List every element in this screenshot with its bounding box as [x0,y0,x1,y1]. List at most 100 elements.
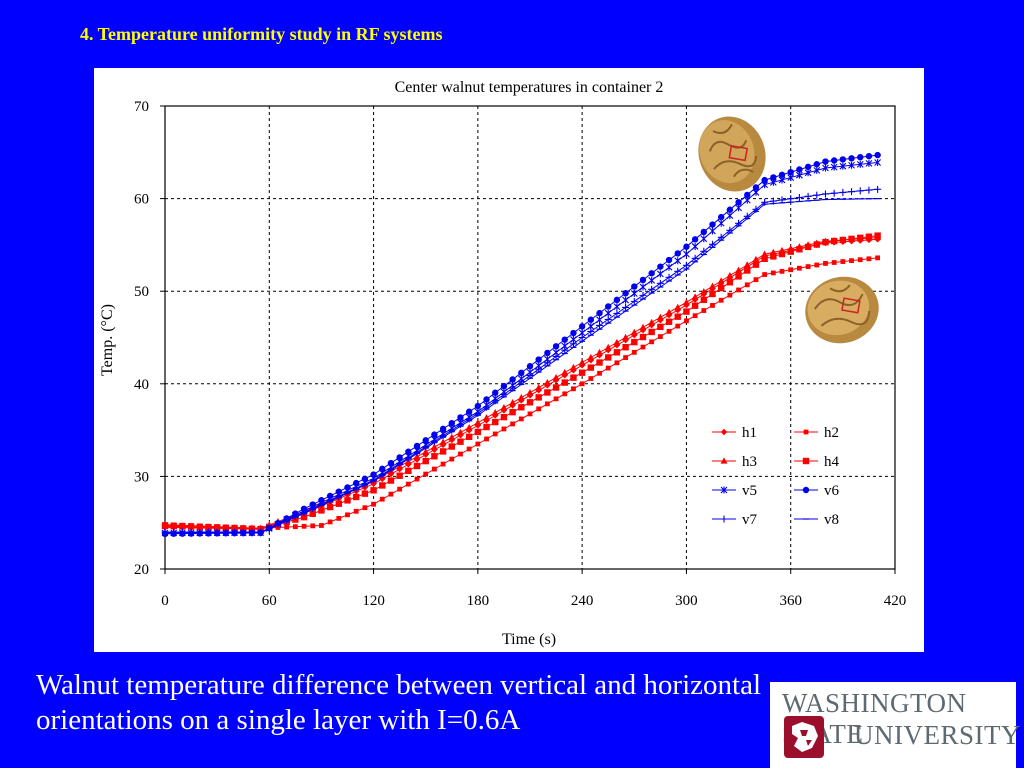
walnut-top-image [698,116,766,192]
data-point [700,296,708,304]
data-point [535,394,542,401]
data-point [466,446,472,452]
data-point [691,254,699,262]
data-point [684,318,689,324]
data-point [605,347,612,354]
data-point [761,255,768,262]
data-point [491,409,499,416]
data-point [552,373,560,381]
data-point [587,316,595,323]
data-point [379,482,386,489]
data-point [457,438,464,445]
data-point [761,250,769,257]
data-point [787,168,794,176]
data-point [300,505,308,513]
data-point [352,493,360,501]
data-point [875,255,881,261]
y-tick-label: 60 [134,192,149,208]
y-tick-label: 40 [134,377,149,393]
data-point [830,163,838,171]
data-point [596,321,604,329]
data-point [518,369,525,377]
data-point [483,423,490,431]
cougar-head-icon [784,716,824,758]
y-tick-label: 30 [134,469,149,485]
data-point [839,156,847,163]
data-point [683,250,690,258]
data-point [631,338,638,346]
data-point [396,454,403,461]
data-point [648,328,655,336]
data-point [388,491,394,497]
data-point [475,441,481,447]
data-point [552,352,560,360]
data-point [613,349,621,356]
data-point [309,501,316,508]
data-point [439,448,447,455]
data-point [578,323,586,330]
data-point [440,461,446,467]
data-point [588,376,594,381]
data-point [458,451,463,457]
data-point [857,154,864,161]
data-point [484,436,489,442]
data-point [569,340,577,348]
data-point [823,261,828,266]
data-point [517,394,525,401]
data-point [648,276,656,284]
data-point [796,166,803,173]
data-point [422,457,429,465]
data-point [865,152,873,160]
data-point [865,186,873,194]
data-point [543,359,551,367]
data-point [613,309,621,317]
data-point [326,503,334,511]
data-point [361,475,369,483]
data-point [648,285,656,293]
data-point [501,426,507,432]
data-point [543,378,551,386]
data-point [474,402,482,410]
data-point [613,338,621,346]
data-point [336,515,342,521]
legend-label: v7 [742,512,758,528]
data-point [535,356,542,363]
legend-label: h3 [742,454,757,470]
data-point [700,288,708,295]
data-point [492,431,498,437]
data-point [483,396,490,403]
x-tick-label: 360 [779,593,802,609]
data-point [639,291,647,299]
data-point [161,528,169,536]
data-point [726,212,734,220]
legend-label: v5 [742,483,757,499]
data-point [423,471,429,477]
data-point [683,298,690,305]
legend-item: v5 [712,483,757,499]
data-point [720,457,728,464]
data-point [848,155,855,162]
data-point [805,264,811,269]
data-point [709,240,716,248]
data-point [856,160,864,168]
series-v5 [161,158,882,537]
data-point [248,528,256,536]
data-point [439,438,447,445]
series-line [164,154,878,535]
legend-item: h2 [794,425,839,441]
series-line [164,257,878,529]
data-point [630,297,638,305]
data-point [856,187,864,195]
data-point [735,204,742,212]
data-point [613,296,621,304]
data-point [370,471,377,478]
data-point [500,413,508,421]
data-point [735,199,742,206]
data-point [821,190,829,198]
data-point [161,522,169,529]
data-point [657,263,664,270]
data-point [604,315,612,323]
data-point [552,384,560,391]
series-v8 [162,198,881,534]
data-point [848,161,855,169]
